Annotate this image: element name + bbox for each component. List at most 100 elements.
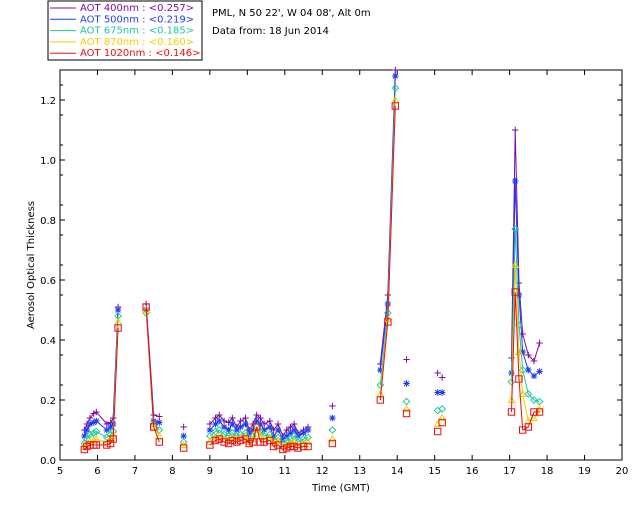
data-point — [434, 389, 441, 396]
data-point — [93, 408, 100, 416]
x-tick-label: 8 — [169, 466, 175, 477]
data-point — [438, 418, 446, 427]
data-point — [536, 368, 543, 375]
data-point — [512, 126, 519, 134]
data-point — [530, 372, 538, 380]
legend-entry: AOT 1020nm : <0.146> — [80, 48, 200, 59]
axes: 5 6 7 8 9 10 11 12 13 14 15 16 17 18 19 20 0.0 0.2 0.4 0.6 0… — [40, 70, 628, 477]
y-tick-label: 1.0 — [40, 156, 56, 167]
data-point — [402, 404, 411, 413]
data-point — [155, 438, 163, 446]
legend-entry: AOT 400nm : <0.257> — [80, 3, 194, 14]
data-point — [86, 430, 94, 439]
data-point — [511, 225, 520, 233]
data-point — [245, 439, 253, 448]
data-point — [109, 435, 117, 443]
data-point — [216, 417, 223, 425]
data-point — [233, 426, 241, 434]
data-point — [392, 66, 399, 74]
data-point — [282, 436, 291, 445]
data-point — [536, 339, 543, 347]
data-point — [283, 432, 290, 440]
x-tick-label: 15 — [428, 466, 441, 477]
series-line — [83, 306, 119, 431]
data-point — [392, 72, 399, 80]
series-aot-870nm — [80, 95, 544, 450]
data-point — [402, 397, 411, 406]
x-tick-label: 7 — [132, 466, 138, 477]
data-point — [253, 423, 261, 431]
data-point — [220, 430, 229, 439]
data-point — [216, 411, 223, 419]
data-point — [438, 405, 447, 413]
data-point — [253, 411, 260, 419]
data-point — [287, 423, 294, 431]
data-point — [518, 389, 527, 398]
data-point — [180, 423, 187, 431]
x-tick-label: 18 — [541, 466, 554, 477]
data-point — [507, 408, 516, 416]
data-point — [211, 436, 220, 445]
data-point — [299, 442, 308, 451]
x-tick-label: 14 — [391, 466, 404, 477]
data-point — [434, 369, 441, 377]
data-point — [290, 426, 298, 434]
data-point — [242, 414, 249, 422]
data-point — [249, 426, 257, 434]
data-point — [274, 420, 282, 428]
data-point — [524, 390, 533, 398]
data-point — [274, 426, 282, 434]
y-tick-label: 0.2 — [40, 396, 56, 407]
data-point — [304, 442, 312, 451]
x-tick-label: 10 — [241, 466, 254, 477]
data-point — [287, 429, 294, 437]
data-point — [290, 437, 299, 446]
data-point — [269, 442, 278, 451]
data-point — [511, 288, 519, 296]
data-point — [279, 435, 287, 443]
data-point — [225, 426, 232, 434]
data-point — [228, 429, 237, 437]
x-tick-label: 9 — [207, 466, 213, 477]
series-line — [379, 105, 396, 401]
data-point — [81, 432, 88, 440]
data-point — [252, 425, 261, 434]
y-tick-label: 0.6 — [40, 276, 56, 287]
data-point — [438, 413, 447, 422]
data-point — [391, 102, 400, 110]
x-tick-label: 16 — [466, 466, 479, 477]
data-point — [220, 438, 228, 446]
data-point — [403, 380, 410, 387]
x-tick-label: 5 — [57, 466, 63, 477]
data-point — [438, 389, 446, 396]
data-point — [206, 426, 214, 434]
data-point — [156, 419, 163, 426]
data-point — [294, 444, 302, 452]
data-point — [384, 318, 392, 326]
x-tick-label: 19 — [578, 466, 591, 477]
data-point — [304, 426, 312, 434]
y-axis-label: Aerosol Optical Thickness — [26, 201, 37, 329]
data-point — [229, 420, 236, 428]
data-point — [433, 427, 442, 436]
data-point — [103, 441, 111, 449]
data-point — [438, 374, 446, 381]
data-point — [89, 429, 98, 437]
data-point — [237, 417, 244, 425]
station-info: PML, N 50 22', W 04 08', Alt 0m — [212, 8, 371, 19]
data-point — [237, 423, 244, 431]
data-point — [535, 408, 544, 416]
data-point — [519, 348, 526, 356]
legend-entry: AOT 870nm : <0.160> — [80, 37, 194, 48]
series-line — [511, 264, 541, 422]
series-line — [511, 291, 540, 431]
data-point — [142, 303, 150, 311]
data-point — [86, 420, 94, 428]
x-tick-label: 17 — [503, 466, 516, 477]
data-point — [253, 417, 260, 425]
data-point — [266, 436, 274, 445]
data-point — [149, 422, 158, 431]
data-point — [328, 434, 337, 443]
data-point — [220, 423, 228, 431]
data-point — [515, 375, 523, 383]
